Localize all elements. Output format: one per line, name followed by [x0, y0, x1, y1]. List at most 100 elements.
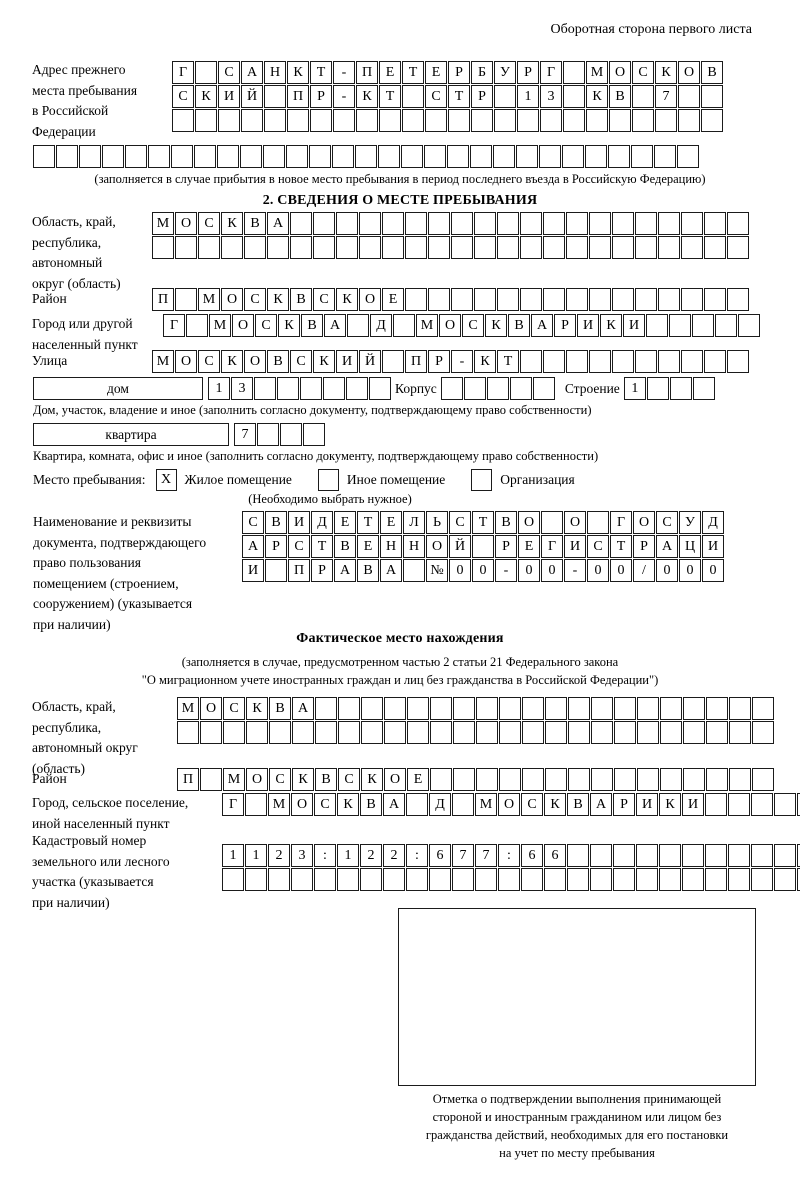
char-cell[interactable]: [497, 288, 519, 311]
char-cell[interactable]: Р: [311, 559, 333, 582]
char-cell[interactable]: [472, 535, 494, 558]
char-cell[interactable]: В: [508, 314, 530, 337]
char-cell[interactable]: [752, 768, 774, 791]
char-cell[interactable]: В: [269, 697, 291, 720]
char-cell[interactable]: А: [324, 314, 346, 337]
char-cell[interactable]: [715, 314, 737, 337]
char-cell[interactable]: [223, 721, 245, 744]
char-cell[interactable]: [637, 721, 659, 744]
stay-kind-checkbox[interactable]: [317, 468, 339, 491]
char-cell[interactable]: Е: [425, 61, 447, 84]
char-cell[interactable]: [646, 314, 668, 337]
char-cell[interactable]: -: [495, 559, 517, 582]
char-cell[interactable]: [359, 212, 381, 235]
char-cell[interactable]: [609, 109, 631, 132]
char-cell[interactable]: [486, 377, 509, 400]
char-cell[interactable]: В: [609, 85, 631, 108]
char-cell[interactable]: И: [682, 793, 704, 816]
char-cell[interactable]: [567, 868, 589, 891]
char-cell[interactable]: [79, 145, 101, 168]
char-cell[interactable]: 1: [623, 377, 646, 400]
char-cell[interactable]: [681, 288, 703, 311]
char-cell[interactable]: Р: [554, 314, 576, 337]
char-cell[interactable]: С: [269, 768, 291, 791]
char-cell[interactable]: М: [223, 768, 245, 791]
char-cell[interactable]: В: [334, 535, 356, 558]
char-cell[interactable]: [405, 212, 427, 235]
char-cell[interactable]: [476, 768, 498, 791]
char-cell[interactable]: :: [406, 844, 428, 867]
char-cell[interactable]: С: [656, 511, 678, 534]
char-cell[interactable]: [440, 377, 463, 400]
char-cell[interactable]: [706, 721, 728, 744]
char-cell[interactable]: [539, 145, 561, 168]
char-cell[interactable]: [563, 85, 585, 108]
char-cell[interactable]: [774, 844, 796, 867]
char-cell[interactable]: О: [175, 350, 197, 373]
char-cell[interactable]: 7: [655, 85, 677, 108]
char-cell[interactable]: Й: [449, 535, 471, 558]
char-cell[interactable]: А: [267, 212, 289, 235]
char-cell[interactable]: К: [361, 768, 383, 791]
char-cell[interactable]: 0: [702, 559, 724, 582]
char-cell[interactable]: [369, 377, 391, 400]
char-cell[interactable]: С: [242, 511, 264, 534]
char-cell[interactable]: [463, 377, 486, 400]
char-cell[interactable]: [729, 768, 751, 791]
char-cell[interactable]: Т: [472, 511, 494, 534]
char-cell[interactable]: 3: [291, 844, 313, 867]
char-cell[interactable]: [562, 145, 584, 168]
char-cell[interactable]: [430, 721, 452, 744]
char-cell[interactable]: М: [475, 793, 497, 816]
char-cell[interactable]: [728, 868, 750, 891]
char-cell[interactable]: 7: [234, 423, 256, 446]
char-cell[interactable]: Г: [540, 61, 562, 84]
char-cell[interactable]: М: [198, 288, 220, 311]
char-cell[interactable]: В: [265, 511, 287, 534]
char-cell[interactable]: [125, 145, 147, 168]
char-cell[interactable]: [544, 868, 566, 891]
char-cell[interactable]: Е: [518, 535, 540, 558]
char-cell[interactable]: И: [623, 314, 645, 337]
char-cell[interactable]: П: [287, 85, 309, 108]
char-cell[interactable]: [728, 793, 750, 816]
char-cell[interactable]: 2: [360, 844, 382, 867]
char-cell[interactable]: [315, 721, 337, 744]
char-cell[interactable]: 0: [541, 559, 563, 582]
char-cell[interactable]: [614, 721, 636, 744]
char-cell[interactable]: Р: [265, 535, 287, 558]
char-cell[interactable]: [379, 109, 401, 132]
char-cell[interactable]: [428, 288, 450, 311]
char-cell[interactable]: [591, 721, 613, 744]
char-cell[interactable]: И: [218, 85, 240, 108]
char-cell[interactable]: [336, 236, 358, 259]
char-cell[interactable]: [637, 768, 659, 791]
char-cell[interactable]: М: [586, 61, 608, 84]
char-cell[interactable]: [636, 868, 658, 891]
char-cell[interactable]: [738, 314, 760, 337]
char-cell[interactable]: [516, 145, 538, 168]
char-cell[interactable]: [521, 868, 543, 891]
char-cell[interactable]: [407, 697, 429, 720]
char-cell[interactable]: М: [152, 212, 174, 235]
char-cell[interactable]: [658, 288, 680, 311]
char-cell[interactable]: [424, 145, 446, 168]
char-cell[interactable]: [692, 314, 714, 337]
char-cell[interactable]: [384, 721, 406, 744]
char-cell[interactable]: У: [679, 511, 701, 534]
char-cell[interactable]: М: [152, 350, 174, 373]
char-cell[interactable]: [509, 377, 532, 400]
char-cell[interactable]: О: [246, 768, 268, 791]
char-cell[interactable]: [429, 868, 451, 891]
char-cell[interactable]: [451, 288, 473, 311]
char-cell[interactable]: [452, 868, 474, 891]
char-cell[interactable]: [314, 868, 336, 891]
char-cell[interactable]: В: [701, 61, 723, 84]
char-cell[interactable]: [727, 350, 749, 373]
char-cell[interactable]: Й: [359, 350, 381, 373]
char-cell[interactable]: [566, 350, 588, 373]
char-cell[interactable]: [323, 377, 345, 400]
char-cell[interactable]: [682, 868, 704, 891]
char-cell[interactable]: [585, 145, 607, 168]
char-cell[interactable]: [338, 697, 360, 720]
